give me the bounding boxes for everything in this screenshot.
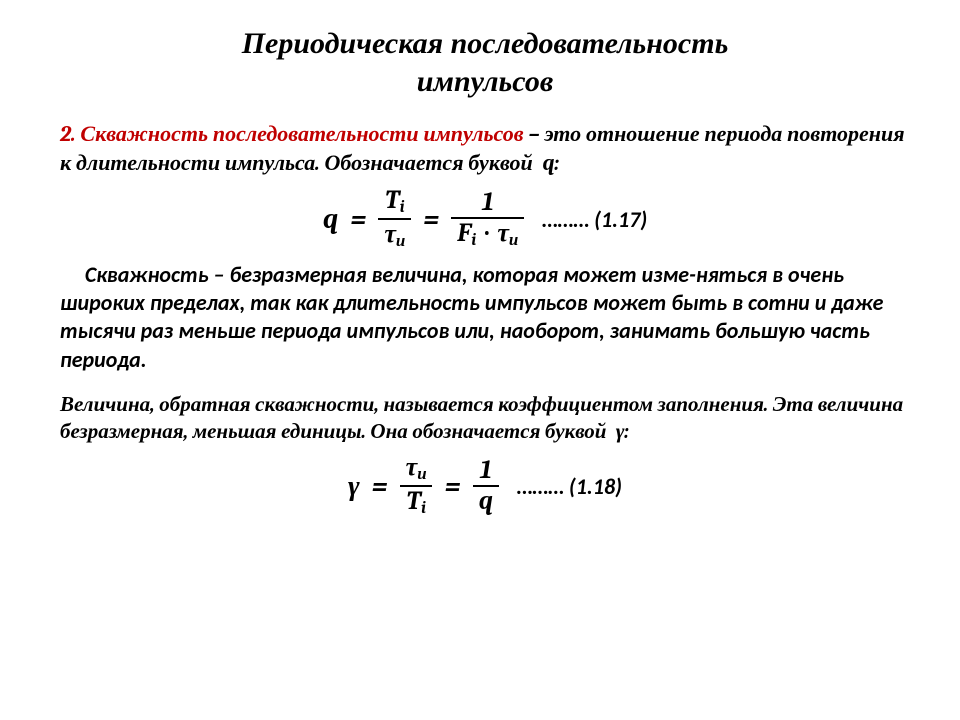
eq117-fraction-2: 1 Fi · τи bbox=[451, 189, 524, 250]
paragraph-1-text: Скважность – безразмерная величина, кото… bbox=[60, 261, 883, 372]
eq118-f2-num: 1 bbox=[474, 457, 497, 485]
equation-1-18-formula: γ = τи Ti = 1 q bbox=[348, 454, 499, 518]
definition-number: 2. bbox=[60, 121, 76, 147]
equation-1-18: γ = τи Ti = 1 q ……… (1.18) bbox=[60, 454, 910, 518]
definition-block: 2. Скважность последовательности импульс… bbox=[60, 120, 910, 177]
paragraph-1: Скважность – безразмерная величина, кото… bbox=[60, 261, 910, 374]
eq117-fraction-1: Ti τи bbox=[378, 187, 411, 251]
eq118-f2-den: q bbox=[473, 485, 499, 515]
eq117-f2-num: 1 bbox=[476, 189, 499, 217]
title-line-1: Периодическая последовательность bbox=[242, 27, 729, 60]
eq117-f2-den-sym1: F bbox=[457, 218, 471, 248]
eq117-f1-den-sym: τ bbox=[384, 219, 396, 249]
equals-icon: = bbox=[372, 470, 388, 502]
eq118-f1-num-sub: и bbox=[417, 466, 426, 485]
equation-1-17-formula: q = Ti τи = 1 Fi · τи bbox=[323, 187, 525, 251]
paragraph-1-indent bbox=[60, 261, 85, 288]
definition-term: Скважность последовательности импульсов bbox=[80, 121, 523, 147]
eq117-f1-num-sym: T bbox=[385, 185, 400, 215]
eq117-lhs: q bbox=[323, 203, 339, 235]
eq117-f1-num-sub: i bbox=[400, 198, 405, 217]
eq117-f1-den-sub: и bbox=[396, 232, 405, 251]
eq117-f2-den-sub1: i bbox=[471, 231, 476, 250]
page-title: Периодическая последовательность импульс… bbox=[60, 25, 910, 100]
equals-icon: = bbox=[350, 203, 366, 235]
equals-icon: = bbox=[445, 470, 461, 502]
eq118-fraction-1: τи Ti bbox=[400, 454, 433, 518]
eq118-fraction-2: 1 q bbox=[473, 457, 499, 516]
eq118-lhs: γ bbox=[348, 470, 360, 503]
eq118-f1-den-sym: T bbox=[406, 486, 421, 516]
title-line-2: импульсов bbox=[417, 65, 554, 98]
eq117-f2-den-sub2: и bbox=[509, 231, 518, 250]
eq118-f1-den-sub: i bbox=[421, 500, 426, 519]
eq117-f2-den-sym2: τ bbox=[497, 218, 509, 248]
equation-1-18-number: ……… (1.18) bbox=[517, 473, 622, 500]
equation-1-17-number: ……… (1.17) bbox=[542, 206, 647, 233]
equals-icon: = bbox=[423, 203, 439, 235]
equation-1-17: q = Ti τи = 1 Fi · τи ……… (1.17) bbox=[60, 187, 910, 251]
page: Периодическая последовательность импульс… bbox=[0, 0, 960, 558]
paragraph-2: Величина, обратная скважности, называетс… bbox=[60, 392, 910, 447]
eq117-f2-den-dot: · bbox=[482, 218, 492, 248]
eq118-f1-num-sym: τ bbox=[406, 452, 418, 482]
